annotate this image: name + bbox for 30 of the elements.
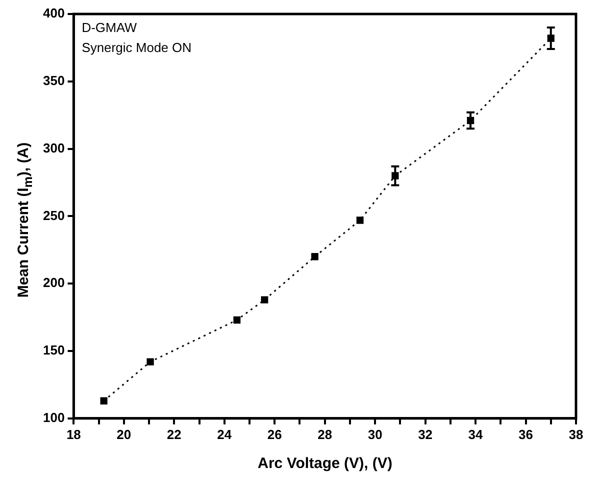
x-tick-label: 34	[468, 426, 484, 442]
annotation: D-GMAW	[82, 20, 138, 36]
y-tick-label: 200	[42, 275, 65, 290]
x-tick-label: 26	[267, 426, 282, 442]
x-tick-label: 20	[116, 426, 132, 442]
point	[356, 216, 364, 224]
point	[100, 397, 108, 404]
point	[392, 172, 399, 180]
point	[233, 316, 241, 324]
x-tick-label: 30	[368, 426, 382, 442]
y-tick-label: 250	[42, 208, 65, 223]
y-tick-label: 300	[42, 140, 65, 156]
x-tick-label: 24	[217, 426, 232, 442]
x-axis-title: Arc Voltage (V), (V)	[256, 455, 394, 472]
y-tick-label: 400	[42, 6, 65, 21]
point	[311, 253, 318, 260]
y-tick-label: 150	[42, 342, 65, 358]
y-tick-label: 350	[42, 72, 65, 88]
x-tick-label: 22	[166, 426, 182, 442]
x-tick-label: 28	[318, 426, 332, 442]
x-tick-label: 38	[568, 426, 584, 442]
point	[146, 358, 154, 366]
annotation: Synergic Mode ON	[82, 40, 192, 56]
point	[466, 116, 474, 124]
y-tick-label: 100	[42, 410, 65, 425]
x-tick-label: 36	[518, 426, 534, 442]
x-tick-label: 18	[66, 426, 81, 442]
x-tick-label: 32	[418, 426, 433, 442]
point	[260, 296, 268, 304]
point	[547, 34, 554, 42]
